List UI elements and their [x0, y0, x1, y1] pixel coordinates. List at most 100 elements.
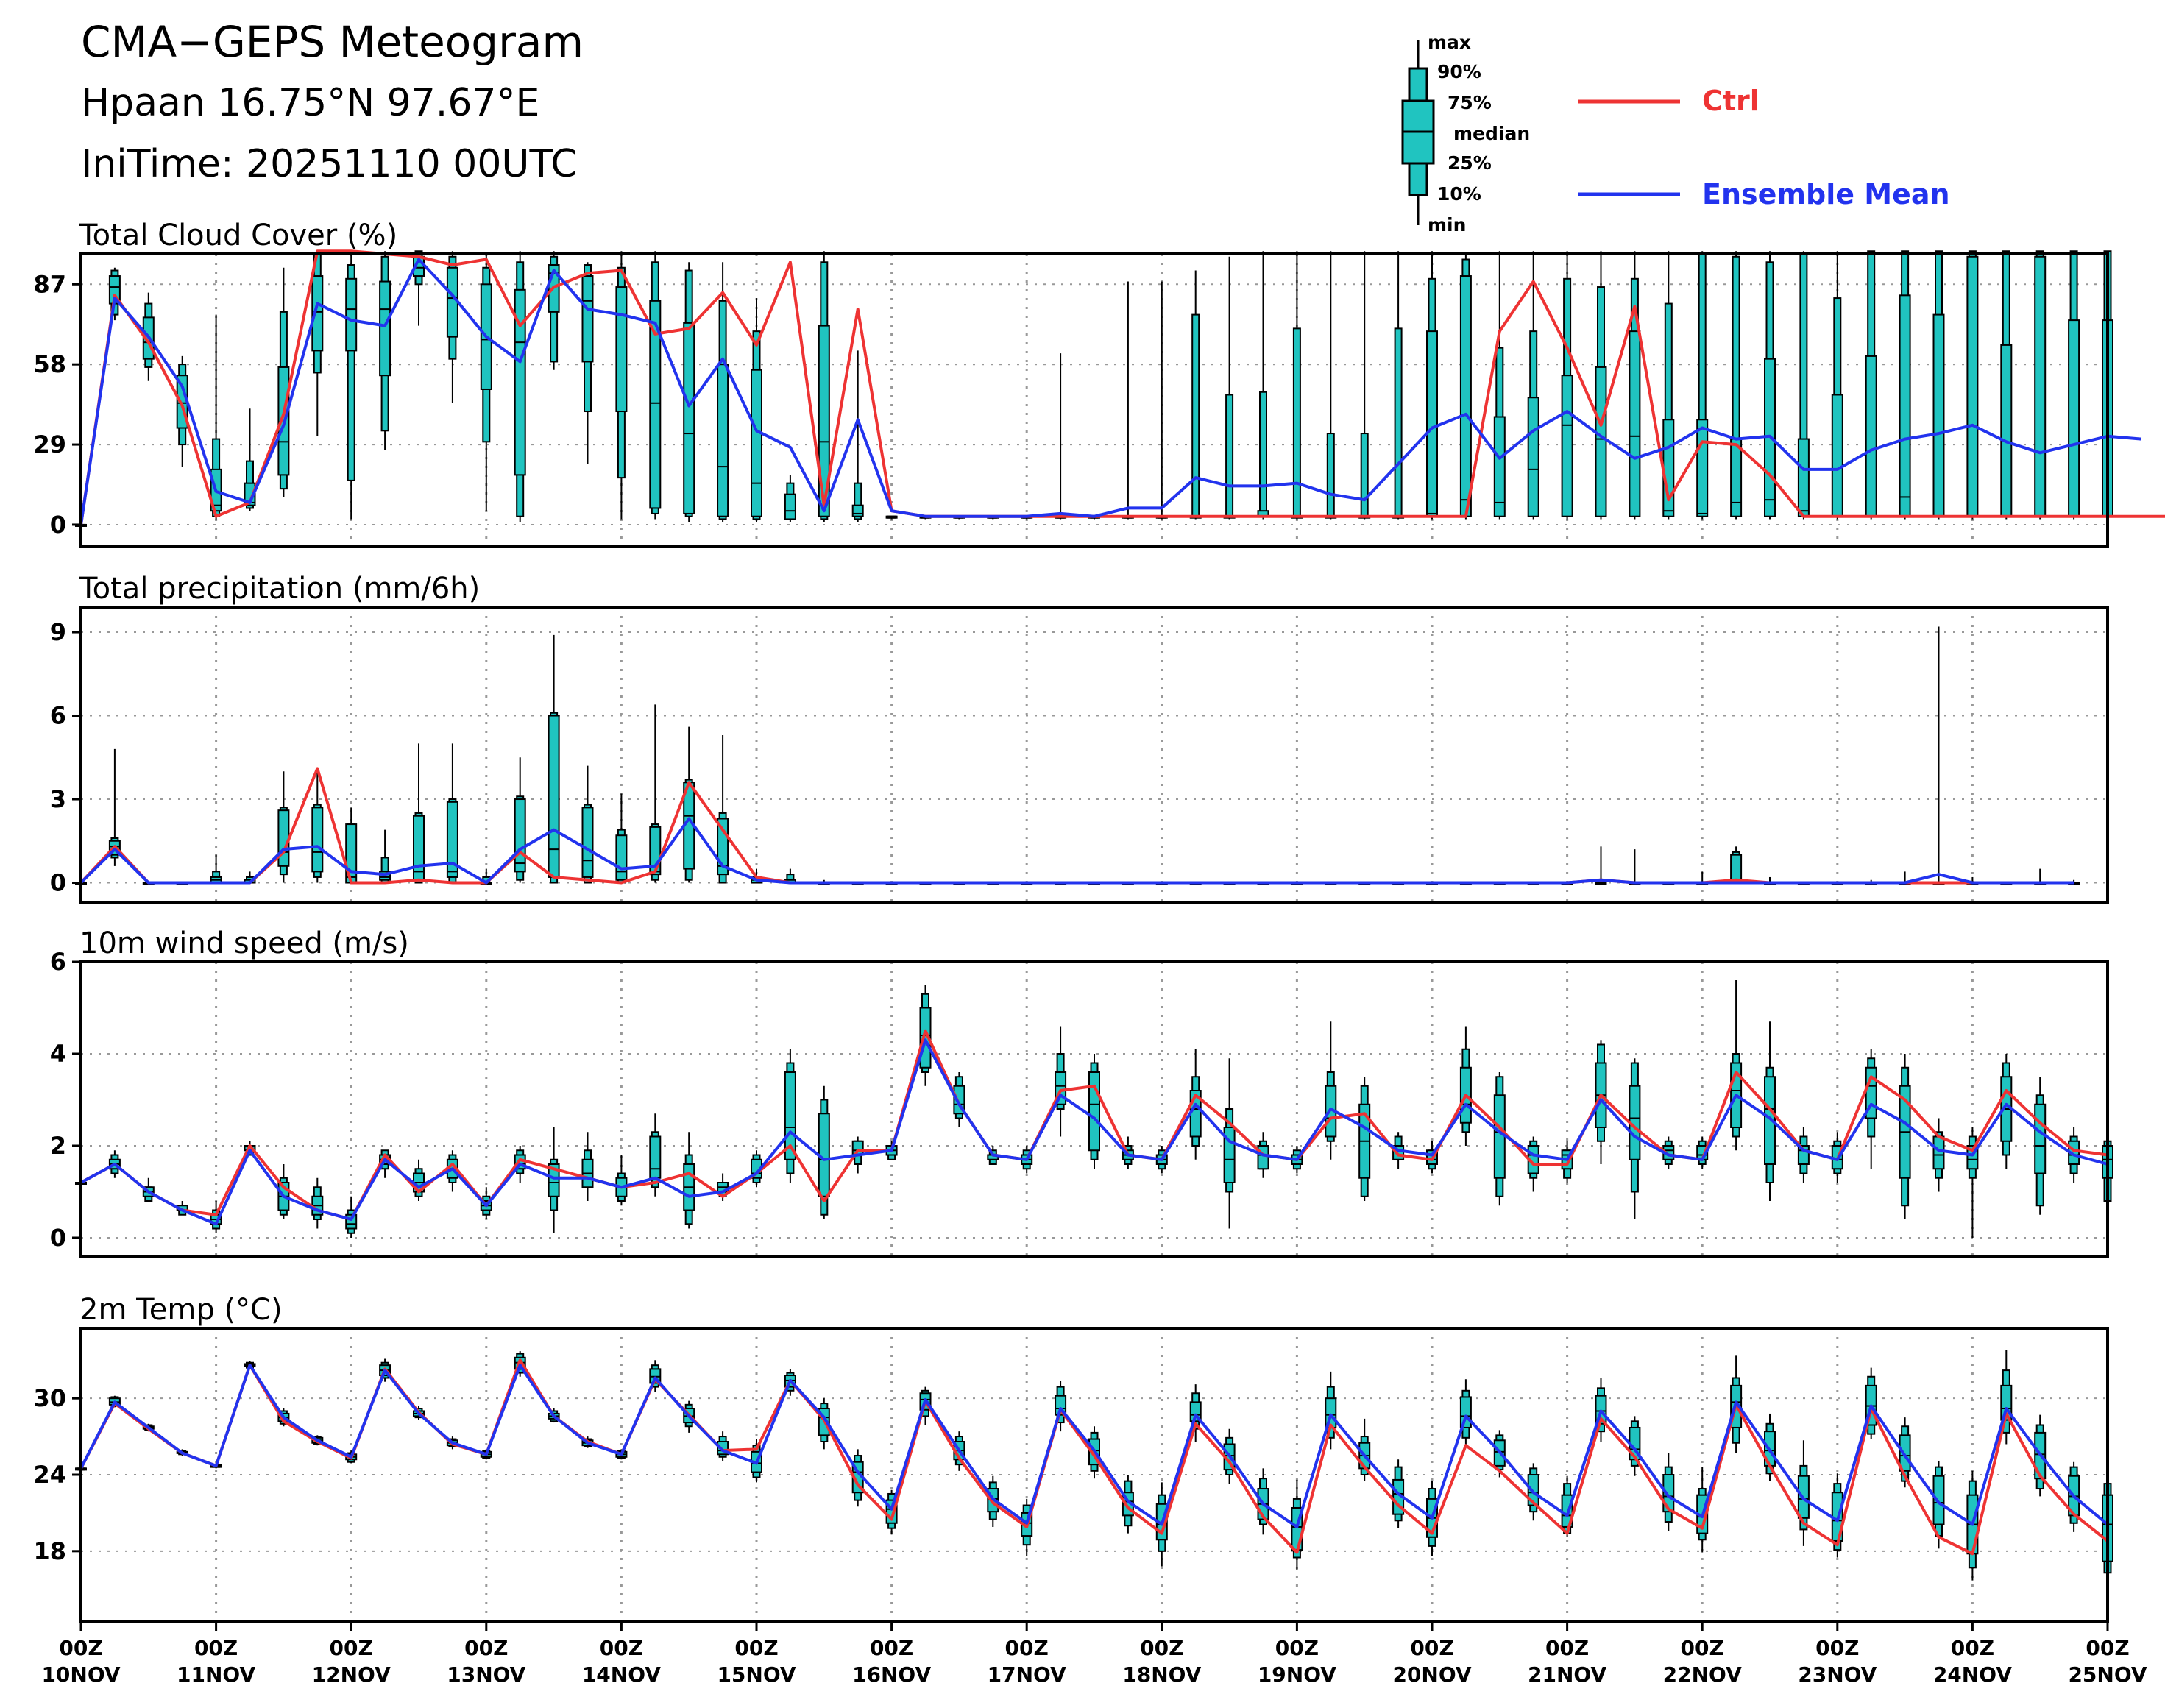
box-51 — [1797, 1127, 1810, 1183]
box-30 — [1088, 1054, 1100, 1169]
box-inner — [2034, 1103, 2047, 1174]
box-10 — [413, 1159, 425, 1201]
x-tick-label-time: 00Z — [1815, 1636, 1859, 1660]
panel-title: Total precipitation (mm/6h) — [79, 572, 480, 606]
box-41 — [1459, 254, 1472, 520]
box-inner — [2000, 344, 2013, 517]
y-tick-label: 0 — [50, 869, 66, 897]
box-52 — [1831, 251, 1843, 520]
box-58 — [2034, 1077, 2047, 1215]
box-51 — [1797, 251, 1810, 520]
ensemble-mean-line — [79, 817, 2074, 885]
box-41 — [1459, 1379, 1472, 1448]
box-55 — [1932, 626, 1945, 885]
box-inner — [1932, 1475, 1945, 1525]
box-49 — [1730, 846, 1743, 884]
x-tick-label-time: 00Z — [1545, 1636, 1589, 1660]
box-inner — [784, 493, 796, 520]
y-tick-label: 2 — [50, 1132, 66, 1160]
x-tick-label-time: 00Z — [600, 1636, 643, 1660]
box-inner — [2034, 255, 2047, 517]
x-tick-label-time: 00Z — [1410, 1636, 1453, 1660]
legend-label-max: max — [1428, 32, 1471, 53]
box-13 — [514, 757, 526, 883]
x-tick-label-date: 19NOV — [1258, 1662, 1336, 1687]
x-tick-label-date: 10NOV — [41, 1662, 120, 1687]
box-outer — [854, 482, 862, 520]
box-22 — [818, 251, 830, 522]
box-55 — [1932, 1118, 1945, 1192]
box-inner — [1459, 275, 1472, 517]
box-inner — [1696, 419, 1709, 517]
box-inner — [1932, 313, 1945, 517]
x-tick-label-time: 00Z — [1275, 1636, 1319, 1660]
y-tick-label: 4 — [50, 1040, 66, 1068]
box-46 — [1629, 251, 1641, 520]
box-inner — [1426, 330, 1438, 517]
panel-2: Total precipitation (mm/6h) 0 3 6 9 — [50, 572, 2109, 904]
box-58 — [2034, 250, 2047, 520]
y-tick-label: 18 — [33, 1537, 66, 1565]
title-line-2: Hpaan 16.75°N 97.67°E — [81, 81, 539, 125]
box-18 — [683, 262, 695, 522]
x-tick-label-time: 00Z — [1681, 1636, 1724, 1660]
box-37 — [1325, 1021, 1337, 1160]
box-57 — [2000, 1350, 2013, 1445]
box-inner — [1764, 1076, 1776, 1165]
box-7 — [311, 768, 324, 883]
x-axis: 00Z10NOV00Z11NOV00Z12NOV00Z13NOV00Z14NOV… — [41, 1621, 2147, 1687]
box-outer — [1292, 327, 1301, 517]
panel-frame — [79, 252, 2109, 548]
y-tick-label: 30 — [33, 1384, 66, 1412]
box-16 — [615, 1155, 628, 1206]
box-15 — [581, 765, 594, 884]
box-inner — [345, 277, 358, 352]
legend-label-min: min — [1428, 214, 1466, 235]
box-16 — [615, 251, 628, 520]
box-7 — [311, 1177, 324, 1229]
y-tick-label: 87 — [33, 270, 66, 298]
box-48 — [1696, 251, 1709, 520]
box-29 — [1055, 353, 1067, 520]
panel-frame — [79, 960, 2109, 1258]
box-54 — [1899, 250, 1911, 520]
y-tick-label: 9 — [50, 618, 66, 646]
ensemble-mean-line — [80, 1038, 2108, 1226]
x-tick-label-date: 21NOV — [1528, 1662, 1606, 1687]
box-45 — [1595, 846, 1607, 885]
x-tick-label-date: 24NOV — [1933, 1662, 2012, 1687]
box-6 — [277, 771, 290, 883]
box-inner — [1730, 438, 1743, 517]
x-tick-label-time: 00Z — [1951, 1636, 1994, 1660]
box-59 — [2068, 250, 2080, 520]
box-inner — [1797, 438, 1810, 517]
box-37 — [1325, 251, 1337, 520]
box-15 — [581, 1132, 594, 1201]
x-tick-label-date: 15NOV — [717, 1662, 796, 1687]
box-outer — [1360, 433, 1369, 517]
box-47 — [1662, 251, 1675, 520]
box-inner — [277, 809, 290, 867]
box-40 — [1426, 251, 1438, 520]
box-53 — [1865, 250, 1877, 520]
box-inner — [1966, 255, 1979, 517]
box-inner — [1257, 1145, 1269, 1170]
box-inner — [446, 266, 458, 338]
box-inner — [514, 288, 526, 476]
box-19 — [717, 262, 729, 522]
box-inner — [514, 798, 526, 873]
legend: max 90% 75% median 25% 10% min Ctrl Ense… — [1401, 32, 1950, 235]
x-tick-label-date: 22NOV — [1663, 1662, 1742, 1687]
box-56 — [1966, 250, 1979, 520]
box-57 — [2000, 250, 2013, 520]
box-23 — [851, 350, 864, 522]
y-tick-label: 58 — [33, 350, 66, 378]
legend-label-75: 75% — [1448, 92, 1492, 113]
box-inner — [784, 1071, 796, 1160]
box-55 — [1932, 250, 1945, 520]
panel-frame — [79, 1327, 2109, 1623]
box-46 — [1629, 849, 1641, 885]
x-tick-label-date: 11NOV — [177, 1662, 255, 1687]
y-tick-label: 24 — [33, 1461, 66, 1489]
box-inner — [1493, 1094, 1506, 1179]
